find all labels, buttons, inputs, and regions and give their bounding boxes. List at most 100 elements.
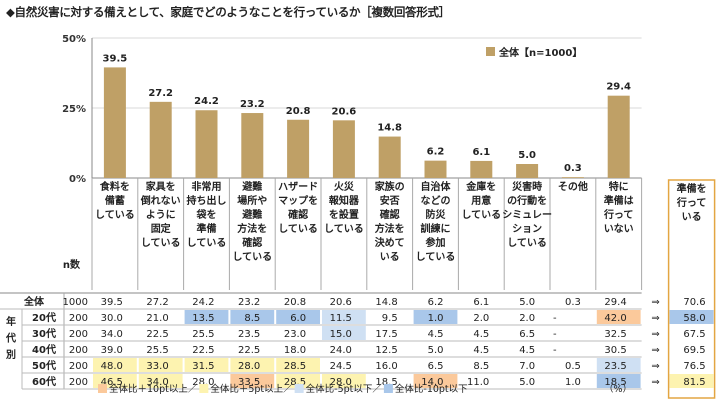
bar-value-label: 6.1 <box>472 147 490 158</box>
table-cell: 22.5 <box>238 345 260 356</box>
category-label: 災害時の行動をシミュレーションしている <box>502 180 552 249</box>
table-cell: 25.5 <box>192 329 214 340</box>
extra-column-header: 準備を行っている <box>676 182 707 223</box>
table-cell: 24.0 <box>330 345 352 356</box>
footnote-swatch <box>98 384 107 393</box>
table-cell: 1.0 <box>565 377 581 388</box>
bar <box>287 119 310 178</box>
highlight-cell <box>413 374 458 388</box>
table-cell: 4.5 <box>473 345 489 356</box>
table-cell: 14.8 <box>375 297 397 308</box>
highlight-cell <box>322 374 366 388</box>
category-label: ハザードマップを確認している <box>278 181 318 235</box>
bar-value-label: 14.8 <box>377 123 402 134</box>
row-n-value: 200 <box>69 345 88 356</box>
row-group-label: 代 <box>5 332 16 345</box>
category-label: 避難場所や避難方法を確認している <box>232 180 272 263</box>
table-cell: 42.0 <box>604 313 626 324</box>
table-cell: 24.5 <box>330 361 352 372</box>
highlight-cell <box>230 358 275 372</box>
table-cell: 0.5 <box>565 361 581 372</box>
table-cell: 34.0 <box>146 377 168 388</box>
table-cell: 8.5 <box>473 361 489 372</box>
highlight-cell <box>596 358 641 372</box>
table-cell: 39.5 <box>101 297 123 308</box>
table-cell: 33.0 <box>146 361 168 372</box>
table-cell: 4.5 <box>428 329 444 340</box>
arrow-glyph: ⇒ <box>651 329 659 340</box>
table-cell: 6.0 <box>290 313 306 324</box>
table-cell: 23.5 <box>238 329 260 340</box>
highlight-cell <box>322 326 366 340</box>
table-cell: 29.4 <box>604 297 626 308</box>
legend-label: 全体【n=1000】 <box>498 46 582 59</box>
table-cell: 30.5 <box>604 345 626 356</box>
footnote-swatch <box>383 384 393 393</box>
extra-column-frame <box>667 179 716 399</box>
arrow-glyph: ⇒ <box>651 377 659 388</box>
category-label: その他 <box>558 180 588 193</box>
bar <box>195 110 218 178</box>
table-cell: - <box>553 345 557 356</box>
arrow-glyph: ⇒ <box>651 361 659 372</box>
highlight-cell <box>138 374 183 388</box>
highlight-cell <box>184 310 229 324</box>
table-cell: 34.0 <box>101 329 123 340</box>
highlight-cell <box>276 374 320 388</box>
bar-value-label: 20.8 <box>286 106 311 117</box>
row-n-value: 200 <box>69 361 88 372</box>
table-cell: 1.0 <box>428 313 444 324</box>
table-cell: - <box>553 313 557 324</box>
footnote-label: 全体比-10pt以下 <box>395 383 468 395</box>
table-cell: 11.0 <box>467 377 489 388</box>
table-cell: 27.2 <box>146 297 168 308</box>
table-cell: 2.0 <box>473 313 489 324</box>
bar <box>516 164 539 178</box>
table-cell: 5.0 <box>519 297 535 308</box>
category-label: 金庫を用意している <box>461 180 501 221</box>
row-label: 全体 <box>23 295 45 308</box>
table-cell: 28.0 <box>192 377 214 388</box>
table-cell: 22.5 <box>192 345 214 356</box>
bar-value-label: 5.0 <box>518 150 536 161</box>
row-label: 60代 <box>32 375 56 388</box>
bar-value-label: 24.2 <box>194 96 219 107</box>
row-label: 50代 <box>32 359 56 372</box>
table-cell: 15.0 <box>330 329 352 340</box>
extra-column-value: 69.5 <box>683 345 705 356</box>
row-group-label: 年 <box>6 315 16 328</box>
category-label: 非常用持ち出し袋を準備している <box>187 180 227 249</box>
table-cell: 31.5 <box>192 361 214 372</box>
row-n-value: 200 <box>69 313 88 324</box>
extra-column-value: 58.0 <box>683 313 705 324</box>
table-cell: 28.0 <box>330 377 352 388</box>
table-cell: 23.2 <box>238 297 260 308</box>
highlight-cell <box>596 310 641 324</box>
table-cell: 22.5 <box>146 329 168 340</box>
table-cell: 5.0 <box>519 377 535 388</box>
arrow-glyph: ⇒ <box>651 313 659 324</box>
table-cell: 4.5 <box>473 329 489 340</box>
table-cell: 23.0 <box>284 329 306 340</box>
unit-label: （%） <box>604 383 632 395</box>
table-cell: 12.5 <box>375 345 397 356</box>
table-cell: 6.5 <box>428 361 444 372</box>
table-cell: 13.5 <box>192 313 214 324</box>
bar <box>470 160 493 178</box>
table-cell: 0.3 <box>565 297 581 308</box>
table-cell: 14.0 <box>421 377 443 388</box>
table-cell: 18.5 <box>604 377 626 388</box>
chart-title: ◆自然災害に対する備えとして、家庭でどのようなことを行っているか［複数回答形式］ <box>6 5 450 19</box>
category-label: 食料を備蓄している <box>95 180 135 221</box>
table-cell: 48.0 <box>101 361 123 372</box>
highlight-cell <box>138 358 183 372</box>
extra-column-value: 76.5 <box>683 361 705 372</box>
highlight-cell <box>276 358 320 372</box>
table-cell: 18.5 <box>375 377 397 388</box>
table-cell: 18.0 <box>284 345 306 356</box>
highlight-cell <box>230 374 275 388</box>
row-label: 40代 <box>32 343 56 356</box>
footnote-swatch <box>294 384 304 393</box>
footnote-swatch <box>199 384 209 393</box>
table-cell: 7.0 <box>519 361 535 372</box>
